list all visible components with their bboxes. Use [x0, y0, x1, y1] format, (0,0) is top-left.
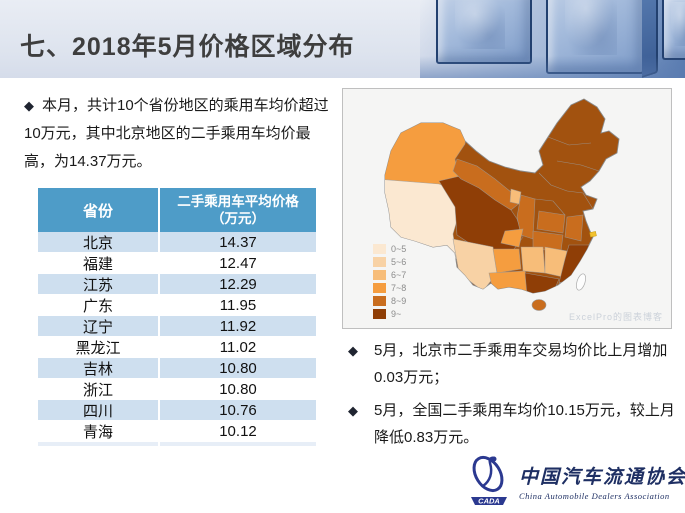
- price-cell: 11.95: [160, 295, 316, 316]
- province-cell: 黑龙江: [38, 337, 160, 358]
- table-row: 福建 12.47: [38, 253, 316, 274]
- legend-label: 7~8: [391, 282, 407, 293]
- col-header-price: 二手乘用车平均价格 （万元）: [177, 194, 299, 226]
- legend-swatch: [373, 269, 386, 280]
- price-cell: 12.29: [160, 274, 316, 295]
- legend-item: 7~8: [373, 281, 406, 294]
- map-legend: 0~5 5~6 6~7 7~8 8~9 9~: [373, 242, 406, 320]
- price-table-body: 北京 14.37 福建 12.47 江苏 12.29 广东 11.95 辽宁 11.92 黑龙江 11…: [38, 232, 316, 442]
- note-text: 5月，全国二手乘用车均价10.15万元，较上月降低0.83万元。: [374, 402, 675, 446]
- summary-text: 本月，共计10个省份地区的乘用车均价超过10万元，其中北京地区的二手乘用车均价最…: [24, 97, 329, 170]
- price-cell: 11.92: [160, 316, 316, 337]
- legend-label: 6~7: [391, 269, 407, 280]
- table-row: 江苏 12.29: [38, 274, 316, 295]
- cube-graphic: [546, 0, 658, 78]
- province-cell: 吉林: [38, 358, 160, 379]
- price-cell: 14.37: [160, 232, 316, 253]
- price-cell: 10.12: [160, 421, 316, 442]
- col-header-province: 省份: [38, 188, 160, 232]
- province-cell: 江苏: [38, 274, 160, 295]
- legend-label: 8~9: [391, 295, 407, 306]
- summary-paragraph: ◆ 本月，共计10个省份地区的乘用车均价超过10万元，其中北京地区的二手乘用车均价…: [24, 92, 338, 176]
- legend-item: 0~5: [373, 242, 406, 255]
- note-item: ◆ 5月，北京市二手乘用车交易均价比上月增加0.03万元；: [348, 337, 682, 391]
- legend-label: 9~: [391, 308, 402, 319]
- table-row: 北京 14.37: [38, 232, 316, 253]
- legend-item: 6~7: [373, 268, 406, 281]
- region-chongqing: [500, 228, 524, 248]
- diamond-bullet-icon: ◆: [24, 98, 34, 113]
- note-item: ◆ 5月，全国二手乘用车均价10.15万元，较上月降低0.83万元。: [348, 397, 682, 451]
- region-ningxia: [509, 188, 522, 205]
- table-row: 黑龙江 11.02: [38, 337, 316, 358]
- logo-name-en: China Automobile Dealers Association: [519, 490, 670, 501]
- province-cell: 青海: [38, 421, 160, 442]
- legend-swatch: [373, 308, 386, 319]
- map-watermark: ExcelPro的图表博客: [568, 312, 663, 322]
- table-row: 辽宁 11.92: [38, 316, 316, 337]
- province-cell: 北京: [38, 232, 160, 253]
- cada-emblem-icon: CADA: [471, 455, 507, 506]
- province-cell: 福建: [38, 253, 160, 274]
- region-guizhou: [492, 248, 522, 274]
- price-cell: 10.80: [160, 379, 316, 400]
- legend-swatch: [373, 256, 386, 267]
- region-yunnan: [452, 238, 498, 292]
- page-title: 七、2018年5月价格区域分布: [20, 33, 355, 61]
- legend-label: 0~5: [391, 243, 407, 254]
- region-anhui: [564, 214, 584, 242]
- header-band: 七、2018年5月价格区域分布: [0, 0, 685, 78]
- legend-swatch: [373, 282, 386, 293]
- legend-swatch: [373, 295, 386, 306]
- diamond-bullet-icon: ◆: [348, 403, 358, 418]
- china-map-panel: 0~5 5~6 6~7 7~8 8~9 9~ ExcelPro的图表博客: [342, 88, 672, 329]
- price-cell: 10.76: [160, 400, 316, 421]
- price-cell: 11.02: [160, 337, 316, 358]
- cada-logo: CADA 中国汽车流通协会 China Automobile Dealers A…: [463, 453, 685, 509]
- legend-item: 8~9: [373, 294, 406, 307]
- region-shaanxi: [516, 194, 536, 240]
- notes-list: ◆ 5月，北京市二手乘用车交易均价比上月增加0.03万元； ◆ 5月，全国二手乘用车均…: [348, 337, 682, 457]
- province-cell: 浙江: [38, 379, 160, 400]
- table-row: 青海 10.12: [38, 421, 316, 442]
- table-bottom-partial-row: [38, 442, 316, 446]
- china-choropleth-map: [384, 98, 620, 311]
- region-henan: [536, 210, 566, 234]
- province-cell: 辽宁: [38, 316, 160, 337]
- cube-graphic: [662, 0, 685, 60]
- region-hainan: [531, 299, 547, 311]
- region-gansu: [452, 158, 522, 211]
- price-cell: 12.47: [160, 253, 316, 274]
- price-table: 省份 二手乘用车平均价格 （万元） 北京 14.37 福建 12.47 江苏 12.29 广…: [38, 188, 316, 446]
- logo-name-cn: 中国汽车流通协会: [519, 466, 685, 488]
- legend-item: 5~6: [373, 255, 406, 268]
- marker-shanghai: [589, 231, 597, 238]
- region-taiwan: [576, 273, 586, 291]
- province-cell: 广东: [38, 295, 160, 316]
- legend-swatch: [373, 243, 386, 254]
- header-cubes-image: [420, 0, 685, 78]
- table-row: 浙江 10.80: [38, 379, 316, 400]
- cube-graphic: [436, 0, 532, 64]
- region-hunan: [520, 246, 546, 274]
- legend-label: 5~6: [391, 256, 407, 267]
- region-guangxi: [488, 270, 530, 292]
- table-row: 吉林 10.80: [38, 358, 316, 379]
- diamond-bullet-icon: ◆: [348, 343, 358, 358]
- price-table-header: 省份 二手乘用车平均价格 （万元）: [38, 188, 316, 232]
- cada-acronym: CADA: [478, 497, 500, 506]
- table-row: 四川 10.76: [38, 400, 316, 421]
- table-row: 广东 11.95: [38, 295, 316, 316]
- note-text: 5月，北京市二手乘用车交易均价比上月增加0.03万元；: [374, 342, 668, 386]
- province-cell: 四川: [38, 400, 160, 421]
- legend-item: 9~: [373, 307, 406, 320]
- price-cell: 10.80: [160, 358, 316, 379]
